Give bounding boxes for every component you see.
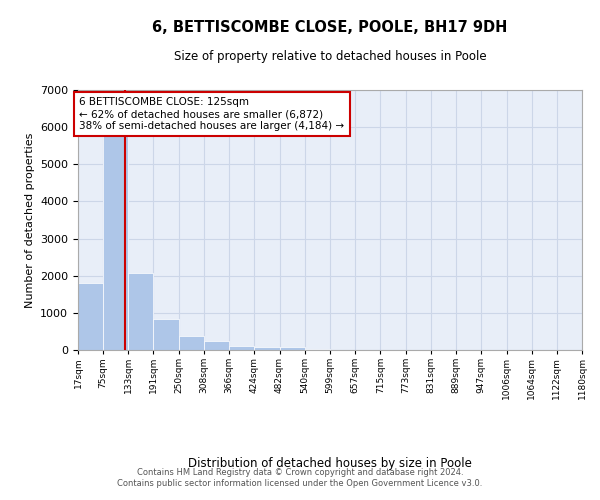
Bar <box>103 134 128 350</box>
Bar <box>154 319 179 350</box>
Y-axis label: Number of detached properties: Number of detached properties <box>25 132 35 308</box>
Text: 6 BETTISCOMBE CLOSE: 125sqm
← 62% of detached houses are smaller (6,872)
38% of : 6 BETTISCOMBE CLOSE: 125sqm ← 62% of det… <box>79 98 344 130</box>
Bar <box>229 346 254 350</box>
Text: Contains HM Land Registry data © Crown copyright and database right 2024.
Contai: Contains HM Land Registry data © Crown c… <box>118 468 482 487</box>
Bar <box>204 342 229 350</box>
Text: Distribution of detached houses by size in Poole: Distribution of detached houses by size … <box>188 457 472 470</box>
Bar <box>128 274 154 350</box>
Text: Size of property relative to detached houses in Poole: Size of property relative to detached ho… <box>173 50 487 63</box>
Bar <box>78 283 103 350</box>
Text: 6, BETTISCOMBE CLOSE, POOLE, BH17 9DH: 6, BETTISCOMBE CLOSE, POOLE, BH17 9DH <box>152 20 508 35</box>
Bar <box>179 336 204 350</box>
Bar <box>280 347 305 350</box>
Bar <box>254 348 280 350</box>
Bar <box>305 348 330 350</box>
